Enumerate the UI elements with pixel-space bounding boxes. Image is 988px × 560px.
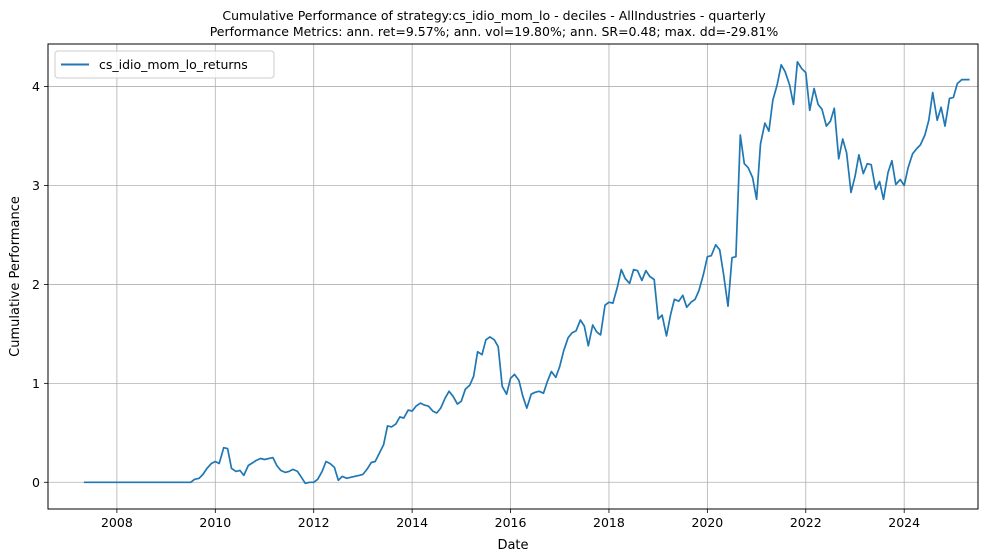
x-tick-label: 2020 xyxy=(691,515,723,530)
x-axis-label: Date xyxy=(497,538,528,553)
y-tick-label: 0 xyxy=(32,475,40,490)
series-line xyxy=(83,60,970,485)
legend-box xyxy=(54,50,275,79)
plot-frame xyxy=(47,43,979,510)
legend: cs_idio_mom_lo_returns xyxy=(54,50,275,79)
x-tick-label: 2016 xyxy=(495,515,527,530)
y-tick-label: 1 xyxy=(32,376,40,391)
x-tick-label: 2024 xyxy=(888,515,920,530)
x-tick-label: 2022 xyxy=(790,515,822,530)
x-tick-label: 2010 xyxy=(199,515,231,530)
chart-subtitle: Performance Metrics: ann. ret=9.57%; ann… xyxy=(209,24,779,39)
chart-title: Cumulative Performance of strategy:cs_id… xyxy=(222,8,766,23)
legend-label: cs_idio_mom_lo_returns xyxy=(99,57,248,72)
x-tick-label: 2012 xyxy=(298,515,330,530)
x-tick-label: 2008 xyxy=(101,515,133,530)
x-tick-label: 2018 xyxy=(593,515,625,530)
x-tick-label: 2014 xyxy=(396,515,428,530)
y-tick-label: 3 xyxy=(32,178,40,193)
y-axis-label: Cumulative Performance xyxy=(8,196,23,357)
y-tick-label: 2 xyxy=(32,277,40,292)
y-tick-label: 4 xyxy=(32,79,40,94)
